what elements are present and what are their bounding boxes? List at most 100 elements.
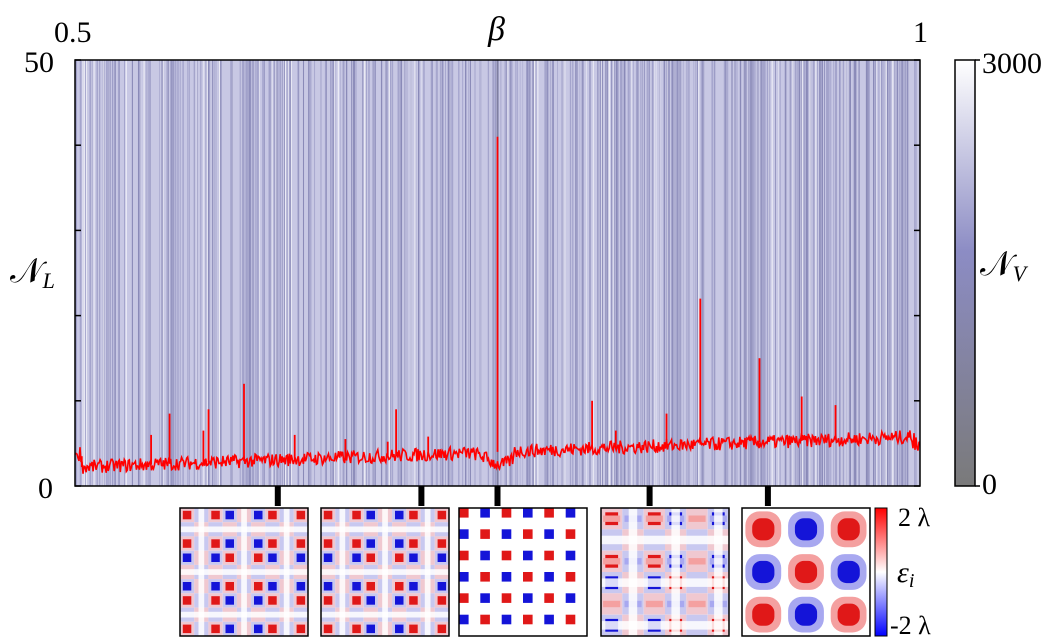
pattern-cell xyxy=(437,596,447,605)
vertical-bands xyxy=(74,60,917,486)
pattern-cell xyxy=(323,553,333,562)
pattern-cell xyxy=(409,553,418,562)
pattern-cell xyxy=(352,553,361,562)
pattern-cell xyxy=(254,624,263,634)
pattern-cell xyxy=(366,582,375,591)
pattern-cell xyxy=(437,582,447,591)
colorbar-nv-max: 3000 xyxy=(982,47,1042,80)
pattern-cell xyxy=(225,539,234,548)
pattern-cell xyxy=(523,614,533,625)
inset-markers xyxy=(274,486,771,506)
x-tick-label-right: 1 xyxy=(913,16,928,49)
pattern-cell xyxy=(565,529,576,539)
colorbar-nv-label: 𝒩V xyxy=(980,246,1029,286)
y-axis-label: 𝒩L xyxy=(10,253,55,293)
pattern-blob xyxy=(752,560,775,584)
inset-frame xyxy=(458,507,588,637)
pattern-cell xyxy=(544,508,554,518)
pattern-cell xyxy=(523,529,533,539)
pattern-cell xyxy=(182,582,192,591)
pattern-cell xyxy=(268,596,277,605)
pattern-cell xyxy=(352,582,361,591)
pattern-cell xyxy=(437,624,447,634)
pattern-cell xyxy=(688,558,706,565)
pattern-cell xyxy=(366,624,375,634)
pattern-cell xyxy=(395,553,404,562)
pattern-cell xyxy=(565,572,576,582)
pattern-cell xyxy=(395,539,404,548)
pattern-blob xyxy=(837,518,860,541)
y-axis-label-main: 𝒩 xyxy=(10,253,47,290)
inset-panel xyxy=(458,507,588,637)
pattern-cell xyxy=(480,614,490,625)
inset-frame xyxy=(179,507,309,637)
colorbar-strain: 2 λ -2 λ εi xyxy=(874,503,931,640)
spike-group xyxy=(80,136,896,467)
pattern-blob xyxy=(837,560,860,584)
pattern-cell xyxy=(366,510,375,520)
colorbar-nv-gradient xyxy=(954,59,976,487)
pattern-cell xyxy=(645,558,663,565)
pattern-cell xyxy=(211,596,220,605)
pattern-stripe-v xyxy=(628,508,638,636)
pattern-cell xyxy=(565,508,576,518)
pattern-stripe-v xyxy=(671,508,680,636)
inset-frame xyxy=(741,507,871,637)
inset-frame xyxy=(320,507,450,637)
pattern-cell xyxy=(409,596,418,605)
pattern-blob xyxy=(837,603,860,626)
pattern-cell xyxy=(459,593,469,603)
pattern-cell xyxy=(211,539,220,548)
pattern-cell xyxy=(268,624,277,634)
pattern-cell xyxy=(254,539,263,548)
x-tick-label-left: 0.5 xyxy=(54,16,92,49)
colorbar-strain-max: 2 λ xyxy=(898,503,931,532)
pattern-cell xyxy=(352,539,361,548)
pattern-cell xyxy=(268,510,277,520)
pattern-cell xyxy=(395,624,404,634)
pattern-stripe-v xyxy=(283,508,290,636)
pattern-stripe-v xyxy=(424,508,431,636)
pattern-cell xyxy=(352,510,361,520)
pattern-cell xyxy=(437,510,447,520)
pattern-cell xyxy=(645,600,663,608)
pattern-cell xyxy=(296,510,306,520)
pattern-blob xyxy=(794,560,818,584)
pattern-cell xyxy=(254,582,263,591)
pattern-stripe-v xyxy=(714,508,723,636)
pattern-cell xyxy=(323,596,333,605)
pattern-cell xyxy=(409,539,418,548)
pattern-cell xyxy=(182,624,192,634)
pattern-cell xyxy=(523,593,533,603)
pattern-stripe-v xyxy=(382,508,388,636)
pattern-cell xyxy=(603,600,621,608)
pattern-blob xyxy=(752,518,775,541)
pattern-cell xyxy=(225,553,234,562)
pattern-cell xyxy=(296,582,306,591)
pattern-cell xyxy=(254,553,263,562)
pattern-cell xyxy=(211,624,220,634)
pattern-cell xyxy=(323,582,333,591)
plot-area xyxy=(74,59,921,487)
pattern-cell xyxy=(645,515,663,522)
pattern-cell xyxy=(254,510,263,520)
pattern-cell xyxy=(323,539,333,548)
pattern-cell xyxy=(523,550,533,561)
pattern-cell xyxy=(603,558,621,565)
pattern-cell xyxy=(296,624,306,634)
pattern-cell xyxy=(437,539,447,548)
pattern-cell xyxy=(480,593,490,603)
pattern-cell xyxy=(268,553,277,562)
pattern-cell xyxy=(480,550,490,561)
pattern-cell xyxy=(459,572,469,582)
pattern-cell xyxy=(225,582,234,591)
pattern-cell xyxy=(459,529,469,539)
pattern-stripe-h xyxy=(601,578,729,587)
pattern-cell xyxy=(459,614,469,625)
pattern-cell xyxy=(395,582,404,591)
pattern-cell xyxy=(395,596,404,605)
pattern-cell xyxy=(366,539,375,548)
pattern-cell xyxy=(225,510,234,520)
pattern-cell xyxy=(480,529,490,539)
